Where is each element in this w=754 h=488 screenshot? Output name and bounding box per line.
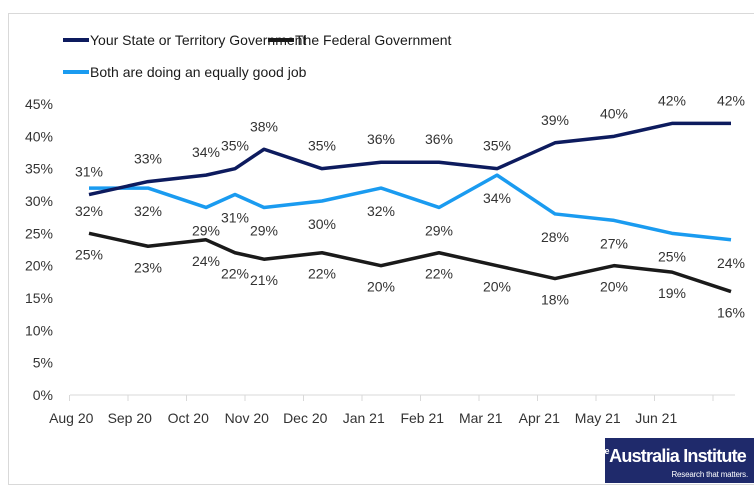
x-tick-label: Jan 21	[343, 410, 385, 426]
data-label: 34%	[483, 190, 511, 206]
x-tick-label: Oct 20	[168, 410, 209, 426]
data-label: 32%	[367, 203, 395, 219]
y-tick-label: 25%	[25, 225, 53, 241]
data-label: 29%	[250, 222, 278, 238]
x-tick-label: Dec 20	[283, 410, 328, 426]
y-tick-label: 5%	[33, 355, 53, 371]
x-tick-label: Apr 21	[519, 410, 560, 426]
y-tick-label: 15%	[25, 290, 53, 306]
data-label: 20%	[600, 279, 628, 295]
series-line-2	[89, 173, 732, 242]
data-label: 25%	[658, 248, 686, 264]
data-label: 29%	[425, 222, 453, 238]
legend-label: The Federal Government	[295, 32, 452, 48]
data-label: 24%	[192, 253, 220, 269]
data-label: 38%	[250, 118, 278, 134]
data-label: 35%	[308, 138, 336, 154]
y-tick-label: 40%	[25, 128, 53, 144]
data-label: 36%	[367, 131, 395, 147]
data-label: 16%	[717, 305, 745, 321]
data-label: 22%	[221, 266, 249, 282]
y-tick-label: 35%	[25, 161, 53, 177]
data-label: 27%	[600, 235, 628, 251]
data-label: 20%	[367, 279, 395, 295]
data-label: 32%	[134, 203, 162, 219]
australia-institute-logo: TheAustralia Institute Research that mat…	[594, 438, 754, 483]
data-label: 24%	[717, 255, 745, 271]
data-label: 42%	[658, 92, 686, 108]
data-label: 22%	[308, 266, 336, 282]
y-tick-label: 30%	[25, 193, 53, 209]
data-label: 28%	[541, 229, 569, 245]
y-tick-label: 10%	[25, 322, 53, 338]
data-label: 20%	[483, 279, 511, 295]
x-tick-label: Jun 21	[635, 410, 677, 426]
x-tick-label: Sep 20	[108, 410, 153, 426]
x-tick-label: Mar 21	[459, 410, 503, 426]
data-label: 22%	[425, 266, 453, 282]
x-tick-label: Nov 20	[225, 410, 270, 426]
legend-label: Your State or Territory Government	[90, 32, 306, 48]
y-tick-label: 20%	[25, 258, 53, 274]
x-tick-label: Aug 20	[49, 410, 94, 426]
data-label: 34%	[192, 144, 220, 160]
y-tick-label: 0%	[33, 387, 53, 403]
series-line-0	[88, 121, 731, 197]
series-line-1	[88, 231, 732, 294]
data-label: 35%	[221, 138, 249, 154]
chart-frame	[8, 13, 754, 485]
x-tick-label: May 21	[575, 410, 621, 426]
logo-tagline: Research that matters.	[671, 470, 748, 479]
data-label: 42%	[717, 92, 745, 108]
data-label: 40%	[600, 105, 628, 121]
data-label: 35%	[483, 138, 511, 154]
data-label: 23%	[134, 259, 162, 275]
data-label: 29%	[192, 222, 220, 238]
data-label: 18%	[541, 292, 569, 308]
y-tick-label: 45%	[25, 96, 53, 112]
legend-label: Both are doing an equally good job	[90, 64, 307, 80]
data-label: 32%	[75, 203, 103, 219]
data-label: 25%	[75, 246, 103, 262]
logo-name: TheAustralia Institute	[594, 446, 747, 466]
data-label: 30%	[308, 216, 336, 232]
data-label: 39%	[541, 112, 569, 128]
data-label: 21%	[250, 272, 278, 288]
data-label: 31%	[221, 210, 249, 226]
data-label: 31%	[75, 164, 103, 180]
data-label: 19%	[658, 285, 686, 301]
data-label: 33%	[134, 151, 162, 167]
x-tick-label: Feb 21	[400, 410, 444, 426]
data-label: 36%	[425, 131, 453, 147]
